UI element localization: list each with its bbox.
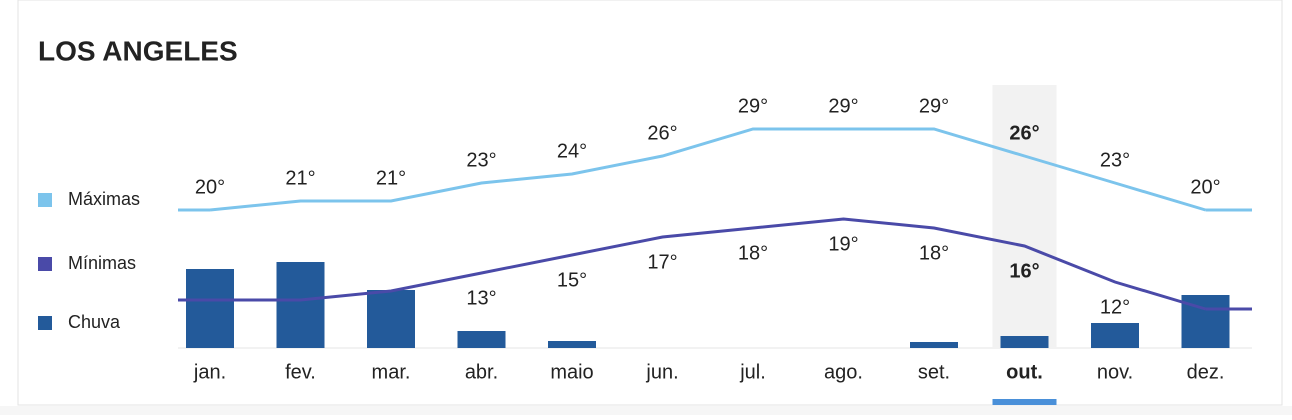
x-tick-label: maio — [550, 361, 593, 383]
legend-swatch — [38, 257, 52, 271]
data-label: 17° — [647, 251, 677, 273]
bar — [548, 341, 596, 348]
legend-label: Máximas — [68, 189, 140, 209]
bar — [186, 269, 234, 348]
x-tick-label: jul. — [739, 361, 766, 383]
data-label: 12° — [1100, 296, 1130, 318]
bar — [1000, 336, 1049, 348]
legend-swatch — [38, 193, 52, 207]
data-label: 18° — [738, 242, 768, 264]
x-tick-label: jun. — [645, 361, 678, 383]
x-tick-label: set. — [918, 361, 950, 383]
bar — [457, 331, 506, 348]
x-tick-label: fev. — [285, 361, 316, 383]
legend-label: Chuva — [68, 312, 121, 332]
data-label: 19° — [828, 233, 858, 255]
line — [210, 217, 1206, 311]
data-label: 29° — [828, 95, 858, 117]
data-label: 13° — [466, 287, 496, 309]
legend-label: Mínimas — [68, 253, 136, 273]
data-label: 15° — [557, 269, 587, 291]
bar — [1091, 323, 1139, 348]
bar — [910, 342, 958, 348]
data-label: 29° — [738, 95, 768, 117]
footer-strip — [0, 406, 1292, 415]
x-tick-label: dez. — [1187, 361, 1225, 383]
data-label: 23° — [1100, 149, 1130, 171]
data-label: 20° — [1190, 176, 1220, 198]
data-label: 21° — [376, 167, 406, 189]
x-tick-label: abr. — [465, 361, 498, 383]
chart-title: LOS ANGELES — [38, 35, 238, 66]
x-tick-label: mar. — [372, 361, 411, 383]
x-tick-label: out. — [1006, 361, 1043, 383]
data-label: 24° — [557, 140, 587, 162]
data-label: 18° — [919, 242, 949, 264]
highlight-underline — [992, 399, 1057, 405]
x-tick-label: jan. — [193, 361, 226, 383]
line — [209, 127, 1206, 212]
data-label: 20° — [195, 176, 225, 198]
legend-swatch — [38, 316, 52, 330]
data-label: 16° — [1009, 260, 1039, 282]
data-label: 29° — [919, 95, 949, 117]
data-label: 26° — [1009, 122, 1039, 144]
bar — [276, 262, 325, 348]
data-label: 26° — [647, 122, 677, 144]
data-label: 21° — [285, 167, 315, 189]
data-label: 23° — [466, 149, 496, 171]
x-tick-label: ago. — [824, 361, 863, 383]
x-tick-label: nov. — [1097, 361, 1133, 383]
bar — [367, 290, 415, 348]
highlight-band — [992, 85, 1057, 348]
